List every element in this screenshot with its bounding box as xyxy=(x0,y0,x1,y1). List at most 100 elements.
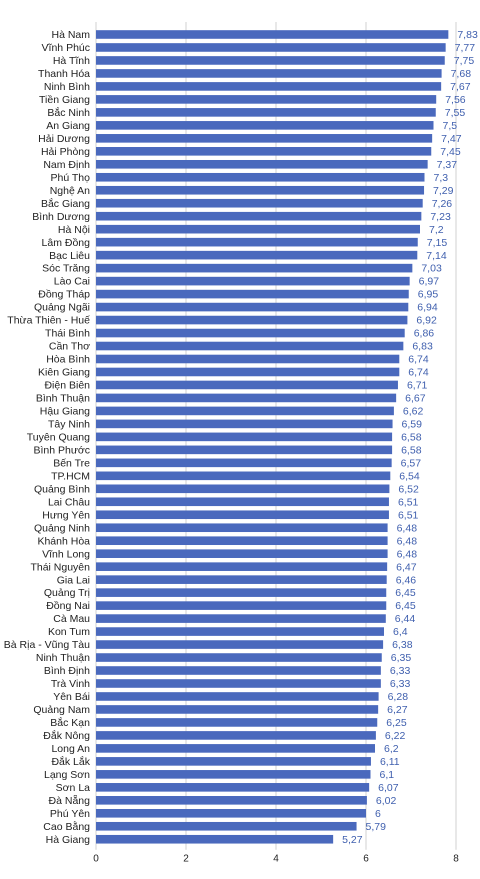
category-label: Phú Yên xyxy=(50,808,90,820)
category-label: Bình Định xyxy=(44,665,90,677)
bar xyxy=(96,419,393,429)
category-label: Đồng Tháp xyxy=(38,289,90,301)
category-label: Quảng Ninh xyxy=(34,522,90,534)
category-label: Cao Bằng xyxy=(43,820,90,833)
value-label: 7,83 xyxy=(457,29,478,41)
value-label: 6,25 xyxy=(386,717,407,729)
value-label: 7,55 xyxy=(445,107,466,119)
category-label: Thanh Hóa xyxy=(38,68,90,80)
bar xyxy=(96,237,418,247)
bar xyxy=(96,95,437,104)
bar xyxy=(96,783,370,792)
value-label: 5,27 xyxy=(342,834,363,846)
bar xyxy=(96,172,425,182)
category-label: Hà Tĩnh xyxy=(53,55,90,67)
category-label: Hòa Bình xyxy=(46,354,90,366)
category-label: Thừa Thiên - Huế xyxy=(7,315,90,327)
category-label: Hải Phòng xyxy=(41,146,90,158)
value-label: 6,67 xyxy=(405,393,426,405)
value-label: 6 xyxy=(375,808,381,820)
bar xyxy=(96,497,389,507)
category-label: Bình Thuận xyxy=(36,393,90,405)
value-label: 6,02 xyxy=(376,795,397,807)
value-label: 6,57 xyxy=(401,457,422,469)
bar xyxy=(96,614,386,623)
value-label: 6,86 xyxy=(414,328,435,340)
x-tick-label: 0 xyxy=(93,854,99,865)
category-label: Long An xyxy=(51,743,90,755)
value-label: 7,75 xyxy=(454,55,475,67)
x-axis-tick-labels: 0 2 4 6 8 xyxy=(93,854,459,865)
value-label: 6,4 xyxy=(393,626,408,638)
bar xyxy=(96,315,408,325)
bar xyxy=(96,302,409,312)
category-label: Cần Thơ xyxy=(49,341,90,353)
value-label: 5,79 xyxy=(366,821,387,833)
bar xyxy=(96,471,391,481)
bar xyxy=(96,666,381,675)
value-label: 6,1 xyxy=(380,769,395,781)
bar xyxy=(96,30,449,39)
category-label: Kon Tum xyxy=(48,626,90,638)
category-label: Bắc Kạn xyxy=(50,716,90,729)
bar xyxy=(96,341,404,351)
category-label: Ninh Bình xyxy=(44,81,90,93)
bar xyxy=(96,380,398,390)
category-label: Lào Cai xyxy=(54,276,90,288)
category-label: Bến Tre xyxy=(53,457,90,469)
x-tick-label: 4 xyxy=(273,854,279,865)
category-label: Đắk Lắk xyxy=(51,755,90,768)
bar xyxy=(96,692,379,701)
bar xyxy=(96,159,428,169)
value-label: 6,2 xyxy=(384,743,399,755)
category-label: Phú Thọ xyxy=(50,172,90,184)
bar xyxy=(96,808,366,818)
bar xyxy=(96,458,392,468)
bar xyxy=(96,627,384,636)
value-label: 6,33 xyxy=(390,665,411,677)
value-label: 6,33 xyxy=(390,678,411,690)
bar xyxy=(96,43,446,52)
bar xyxy=(96,147,432,156)
value-label: 7,26 xyxy=(432,198,453,210)
bar xyxy=(96,354,400,364)
value-label: 7,67 xyxy=(450,81,471,93)
category-label: Kiên Giang xyxy=(38,367,90,379)
category-label: Thái Bình xyxy=(45,328,90,340)
category-label: Bắc Ninh xyxy=(47,106,90,119)
value-label: 7,45 xyxy=(440,146,461,158)
value-label: 6,95 xyxy=(418,289,439,301)
category-label: Thái Nguyên xyxy=(30,561,90,573)
bar xyxy=(96,770,371,779)
category-label: Gia Lai xyxy=(57,574,90,586)
category-label: Quảng Nam xyxy=(33,704,90,716)
category-label: Bắc Giang xyxy=(41,197,90,210)
value-label: 6,38 xyxy=(392,639,413,651)
category-label: Bình Phước xyxy=(33,444,90,456)
category-label: Trà Vinh xyxy=(51,678,90,690)
bar xyxy=(96,367,400,377)
bar xyxy=(96,834,334,844)
value-label: 6,54 xyxy=(399,470,420,482)
category-label: Vĩnh Phúc xyxy=(42,42,90,54)
bar xyxy=(96,250,418,260)
bar xyxy=(96,263,413,273)
bar xyxy=(96,731,376,740)
bar xyxy=(96,523,388,533)
bar xyxy=(96,484,390,494)
bar xyxy=(96,510,389,520)
bar xyxy=(96,757,371,766)
category-label: Hà Nội xyxy=(58,224,90,236)
category-label: Nam Định xyxy=(43,159,90,171)
value-label: 6,47 xyxy=(396,561,417,573)
category-label: Hà Giang xyxy=(46,834,91,846)
category-label: Vĩnh Long xyxy=(42,548,90,560)
category-label: Ninh Thuận xyxy=(36,652,90,664)
value-label: 7,68 xyxy=(451,68,472,80)
bar xyxy=(96,575,387,584)
value-label: 6,74 xyxy=(408,354,429,366)
value-label: 7,5 xyxy=(443,120,458,132)
value-label: 7,47 xyxy=(441,133,462,145)
